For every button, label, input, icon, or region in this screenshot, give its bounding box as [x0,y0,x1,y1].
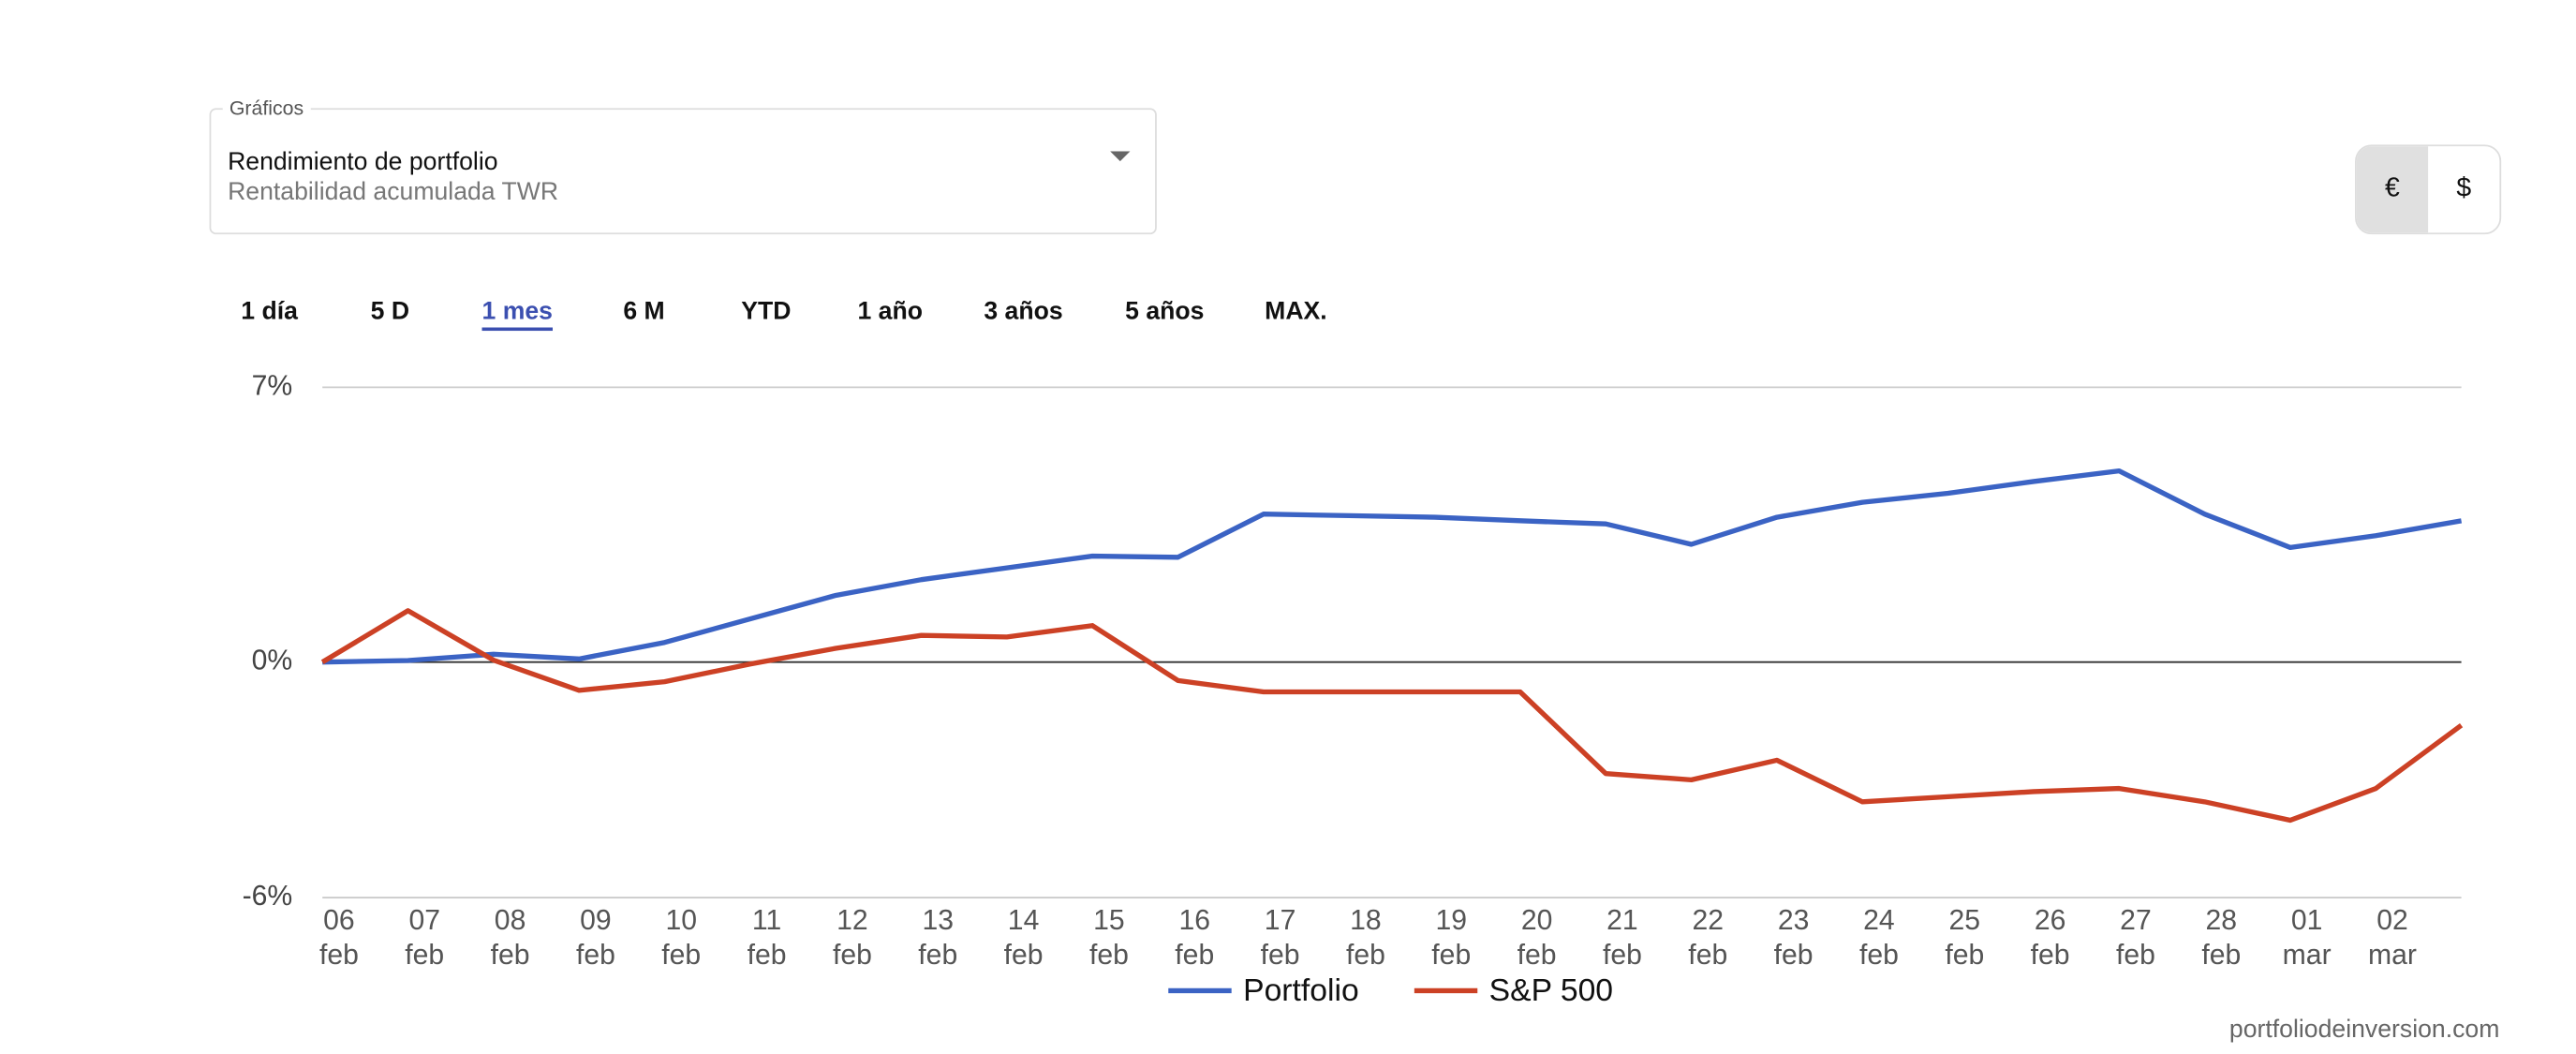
x-tick-label: 22 feb [1688,904,1728,972]
x-tick-label: 06 feb [318,904,359,972]
x-tick-label: 17 feb [1260,904,1300,972]
x-tick-label: 10 feb [661,904,702,972]
currency-button[interactable]: $ [2456,174,2472,203]
x-tick-label: 02 mar [2368,904,2417,972]
x-tick-label: 27 feb [2116,904,2155,972]
series-line [322,468,2463,665]
range-button[interactable]: 1 año [857,297,924,326]
x-tick-label: 12 feb [832,904,872,972]
dropdown-caret[interactable] [1110,151,1131,162]
x-tick-label: 23 feb [1773,904,1814,972]
x-tick-label: 09 feb [575,904,615,972]
legend-label: S&P 500 [1489,972,1613,1008]
x-tick-label: 18 feb [1345,904,1385,972]
x-tick-label: 24 feb [1858,904,1899,972]
x-tick-label: 19 feb [1431,904,1472,972]
x-tick-label: 11 feb [747,904,787,972]
selector-label: Gráficos [222,96,311,120]
range-button[interactable]: MAX. [1265,297,1327,326]
range-button[interactable]: 1 día [241,297,298,326]
range-button[interactable]: 5 años [1125,297,1205,326]
footer: portfoliodeinversion.com [2228,1016,2500,1045]
x-tick-label: 13 feb [918,904,958,972]
currency-button[interactable]: € [2356,146,2429,233]
x-tick-label: 07 feb [405,904,445,972]
selector-title: Rendimiento de portfolio [228,147,498,177]
x-tick-label: 28 feb [2201,904,2242,972]
x-tick-label: 08 feb [490,904,530,972]
x-tick-label: 14 feb [1003,904,1044,972]
x-tick-label: 20 feb [1517,904,1557,972]
range-button[interactable]: YTD [741,297,792,326]
x-tick-label: 15 feb [1088,904,1129,972]
x-tick-label: 01 mar [2282,904,2332,972]
range-button[interactable]: 5 D [370,297,410,326]
selector-subtitle: Rentabilidad acumulada TWR [228,177,559,207]
x-tick-label: 21 feb [1602,904,1642,972]
range-button[interactable]: 6 M [623,297,665,326]
y-tick-label: 0% [252,646,293,676]
range-button[interactable]: 3 años [984,297,1063,326]
x-tick-label: 16 feb [1175,904,1215,972]
x-tick-label: 26 feb [2030,904,2070,972]
currency-toggle: € $ [2355,144,2502,235]
y-tick-label: -6% [243,881,293,912]
y-tick-label: 7% [252,370,293,401]
series-line [320,608,2464,824]
legend-label: Portfolio [1243,972,1359,1008]
range-button[interactable]: 1 mes [481,297,554,326]
chart-selector[interactable] [209,108,1157,235]
x-tick-label: 25 feb [1945,904,1985,972]
